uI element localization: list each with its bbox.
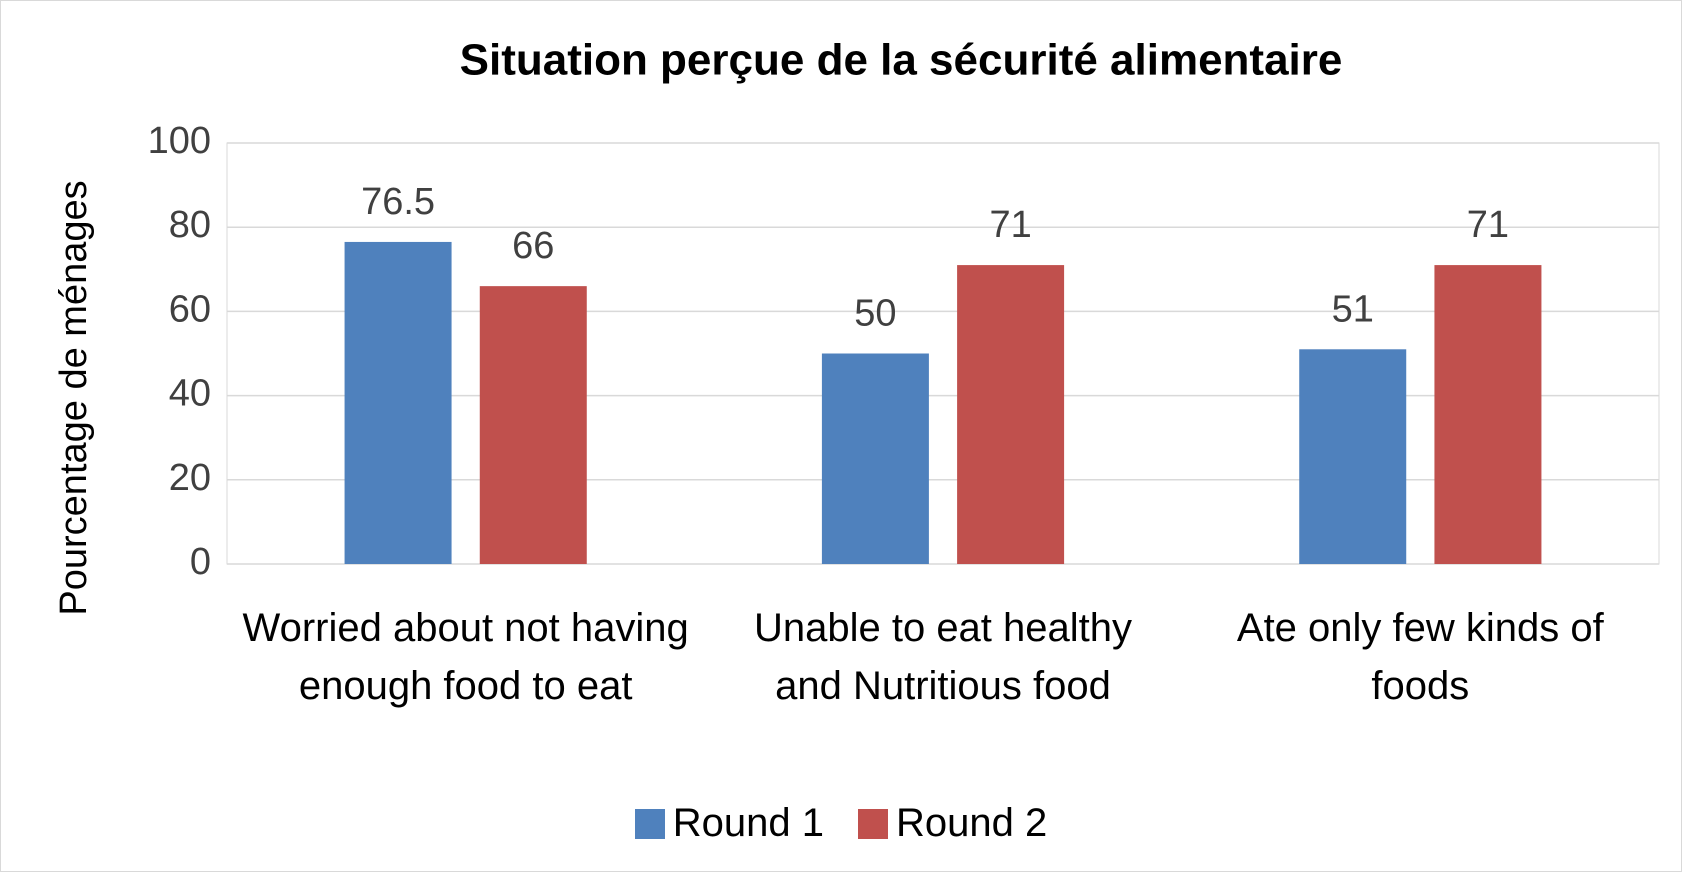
- bar: [821, 353, 929, 564]
- bar: [1434, 265, 1542, 564]
- data-label: 51: [1332, 288, 1374, 330]
- legend: Round 1 Round 2: [1, 801, 1681, 846]
- x-tick-label: Ate only few kinds of foods: [1236, 606, 1604, 708]
- x-tick-label: Unable to eat healthy and Nutritious foo…: [753, 606, 1133, 708]
- bar: [957, 265, 1065, 564]
- data-label: 71: [989, 204, 1031, 246]
- legend-item: Round 2: [858, 801, 1047, 846]
- y-tick-label: 60: [169, 288, 211, 330]
- y-axis-label: Pourcentage de ménages: [53, 180, 95, 615]
- y-tick-label: 100: [148, 120, 211, 162]
- data-label: 71: [1467, 204, 1509, 246]
- y-tick-label: 0: [190, 541, 211, 583]
- bar: [1299, 349, 1407, 564]
- y-tick-label: 40: [169, 373, 211, 415]
- data-label: 50: [854, 293, 896, 335]
- legend-label: Round 1: [672, 801, 824, 845]
- legend-swatch: [858, 808, 888, 839]
- bar: [344, 241, 452, 564]
- legend-label: Round 2: [896, 801, 1048, 845]
- legend-swatch: [634, 808, 665, 839]
- data-label: 66: [512, 225, 554, 267]
- legend-item: Round 1: [634, 801, 824, 846]
- x-tick-label: Worried about not having enough food to …: [242, 606, 689, 708]
- y-tick-label: 80: [169, 204, 211, 246]
- chart-title: Situation perçue de la sécurité alimenta…: [460, 36, 1343, 85]
- bar: [479, 286, 587, 564]
- y-tick-label: 20: [169, 457, 211, 499]
- data-label: 76.5: [361, 181, 435, 223]
